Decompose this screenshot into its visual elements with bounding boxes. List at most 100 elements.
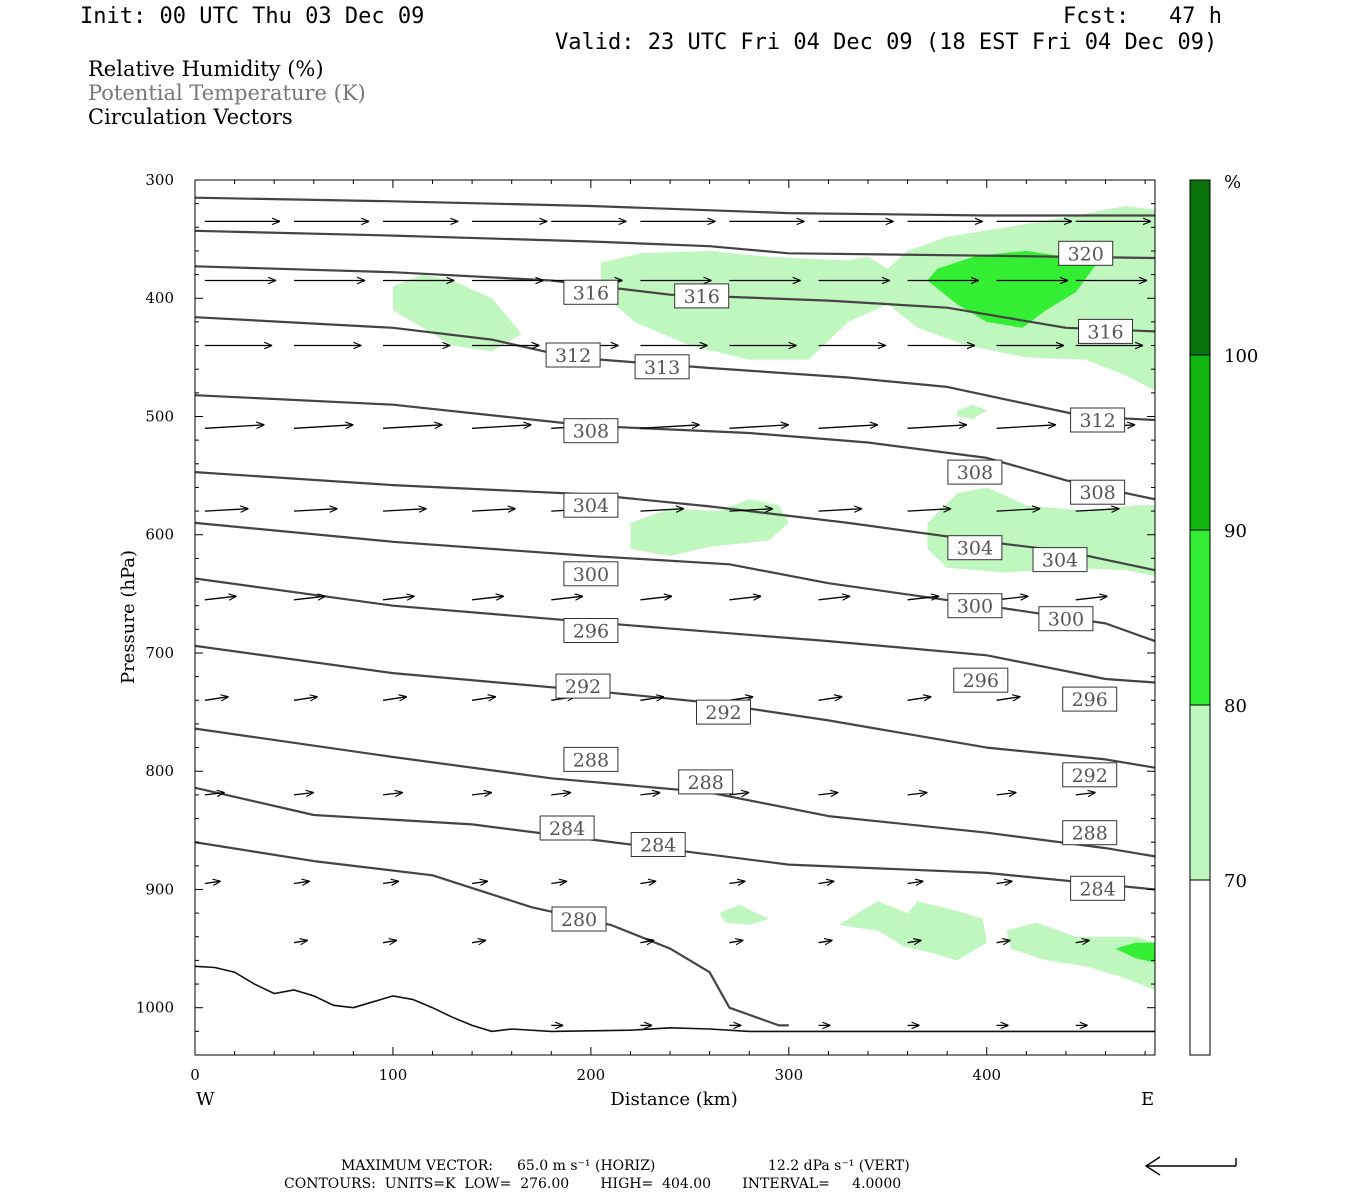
theta-contour-276 [195, 841, 789, 1027]
circulation-vector [382, 596, 415, 600]
circulation-vector [818, 596, 851, 600]
circulation-vector [293, 509, 338, 511]
circulation-vector [382, 940, 397, 942]
theta-label-box [555, 673, 611, 699]
theta-label-292: 292 [555, 673, 611, 699]
circulation-vector [472, 596, 504, 600]
y-tick-label: 400 [145, 289, 174, 307]
circulation-vector [472, 509, 516, 511]
east-end-label: E [1141, 1089, 1154, 1110]
theta-label-300: 300 [947, 593, 1003, 619]
theta-contour-308 [195, 316, 1155, 422]
field-vectors-label: Circulation Vectors [88, 105, 293, 129]
theta-label-313: 313 [634, 354, 690, 380]
theta-label-292: 292 [1062, 762, 1118, 788]
circulation-vector [907, 940, 922, 942]
circulation-vector [382, 509, 427, 511]
circulation-vector [1075, 509, 1120, 511]
theta-label-308: 308 [563, 418, 619, 444]
theta-label-text: 296 [1072, 689, 1108, 711]
x-tick-label: 200 [577, 1066, 606, 1084]
circulation-vector [1075, 596, 1108, 600]
theta-label-box [1062, 762, 1118, 788]
circulation-vector [382, 425, 442, 429]
colorbar-unit: % [1224, 172, 1241, 193]
theta-label-text: 304 [957, 538, 993, 560]
x-tick-label: 400 [972, 1066, 1001, 1084]
circulation-vector [472, 793, 492, 795]
theta-label-box [563, 746, 619, 772]
circulation-vector [640, 697, 664, 701]
theta-label-280: 280 [551, 906, 607, 932]
circulation-vector [472, 881, 488, 883]
terrain-surface-line [195, 965, 1155, 1033]
theta-label-text: 284 [1079, 878, 1115, 900]
plot-frame [194, 179, 1156, 1056]
colorbar-segment [1189, 704, 1211, 881]
theta-label-box [545, 342, 601, 368]
contour-labels: 320 316 316 316 312 313 312 308 308 308 304 304 304 3… [539, 240, 1133, 932]
circulation-vector [293, 697, 318, 701]
circulation-vector [907, 793, 928, 795]
circulation-vector [729, 940, 743, 942]
theta-label-296: 296 [1062, 686, 1118, 712]
circulation-vector [640, 596, 672, 600]
theta-contour-292 [195, 577, 1155, 684]
theta-label-box [1078, 318, 1133, 344]
theta-label-box [947, 459, 1003, 485]
theta-label-288: 288 [563, 746, 619, 772]
circulation-vector [640, 881, 656, 883]
theta-label-316: 316 [563, 279, 619, 305]
max-vector-horiz: 65.0 m s⁻¹ (HORIZ) [517, 1158, 656, 1174]
circulation-vector [551, 793, 571, 795]
circulation-vector [471, 940, 486, 942]
theta-label-296: 296 [953, 667, 1009, 693]
y-tick-label: 600 [145, 526, 174, 544]
theta-label-box [1062, 686, 1118, 712]
theta-label-box [696, 699, 751, 725]
theta-label-text: 312 [555, 345, 591, 367]
theta-label-box [634, 354, 690, 380]
circulation-vector [204, 697, 229, 701]
theta-label-text: 304 [1042, 550, 1078, 572]
colorbar-segment [1189, 879, 1211, 1056]
theta-label-box [1058, 240, 1114, 266]
theta-label-316: 316 [674, 283, 730, 309]
theta-label-312: 312 [545, 342, 601, 368]
theta-label-text: 288 [688, 772, 724, 794]
y-tick-label: 500 [145, 407, 174, 425]
theta-contour-320 [195, 196, 1155, 217]
colorbar-tick-label: 80 [1224, 696, 1247, 717]
theta-label-text: 300 [573, 564, 609, 586]
x-tick-label: 100 [379, 1066, 408, 1084]
circulation-vector [293, 425, 353, 429]
circulation-vector [729, 596, 761, 600]
circulation-vector [204, 596, 237, 600]
circulation-vector [204, 881, 221, 883]
circulation-vector [382, 793, 403, 795]
circulation-vector [996, 425, 1056, 429]
theta-label-text: 312 [1079, 410, 1115, 432]
circulation-vector [293, 940, 308, 942]
circulation-vector [472, 425, 531, 429]
theta-label-box [678, 769, 734, 795]
circulation-vector [996, 509, 1041, 511]
theta-label-text: 284 [640, 835, 676, 857]
theta-label-text: 308 [1079, 482, 1115, 504]
theta-label-312: 312 [1070, 407, 1126, 433]
theta-label-box [947, 535, 1003, 561]
rh-region-70 [719, 904, 769, 925]
theta-label-box [1038, 606, 1094, 632]
theta-label-text: 292 [705, 702, 741, 724]
valid-time: Valid: 23 UTC Fri 04 Dec 09 (18 EST Fri … [555, 30, 1218, 55]
circulation-vector [729, 509, 773, 511]
circulation-vector [818, 881, 835, 883]
colorbar-tick-label: 90 [1224, 521, 1247, 542]
rh-colorbar: 70 80 90 100 [1189, 179, 1258, 1056]
circulation-vector [293, 793, 314, 795]
theta-label-text: 316 [573, 282, 609, 304]
field-rh-label: Relative Humidity (%) [88, 57, 324, 81]
circulation-vector [818, 425, 878, 429]
circulation-vector [1075, 793, 1096, 795]
theta-label-284: 284 [539, 815, 595, 841]
